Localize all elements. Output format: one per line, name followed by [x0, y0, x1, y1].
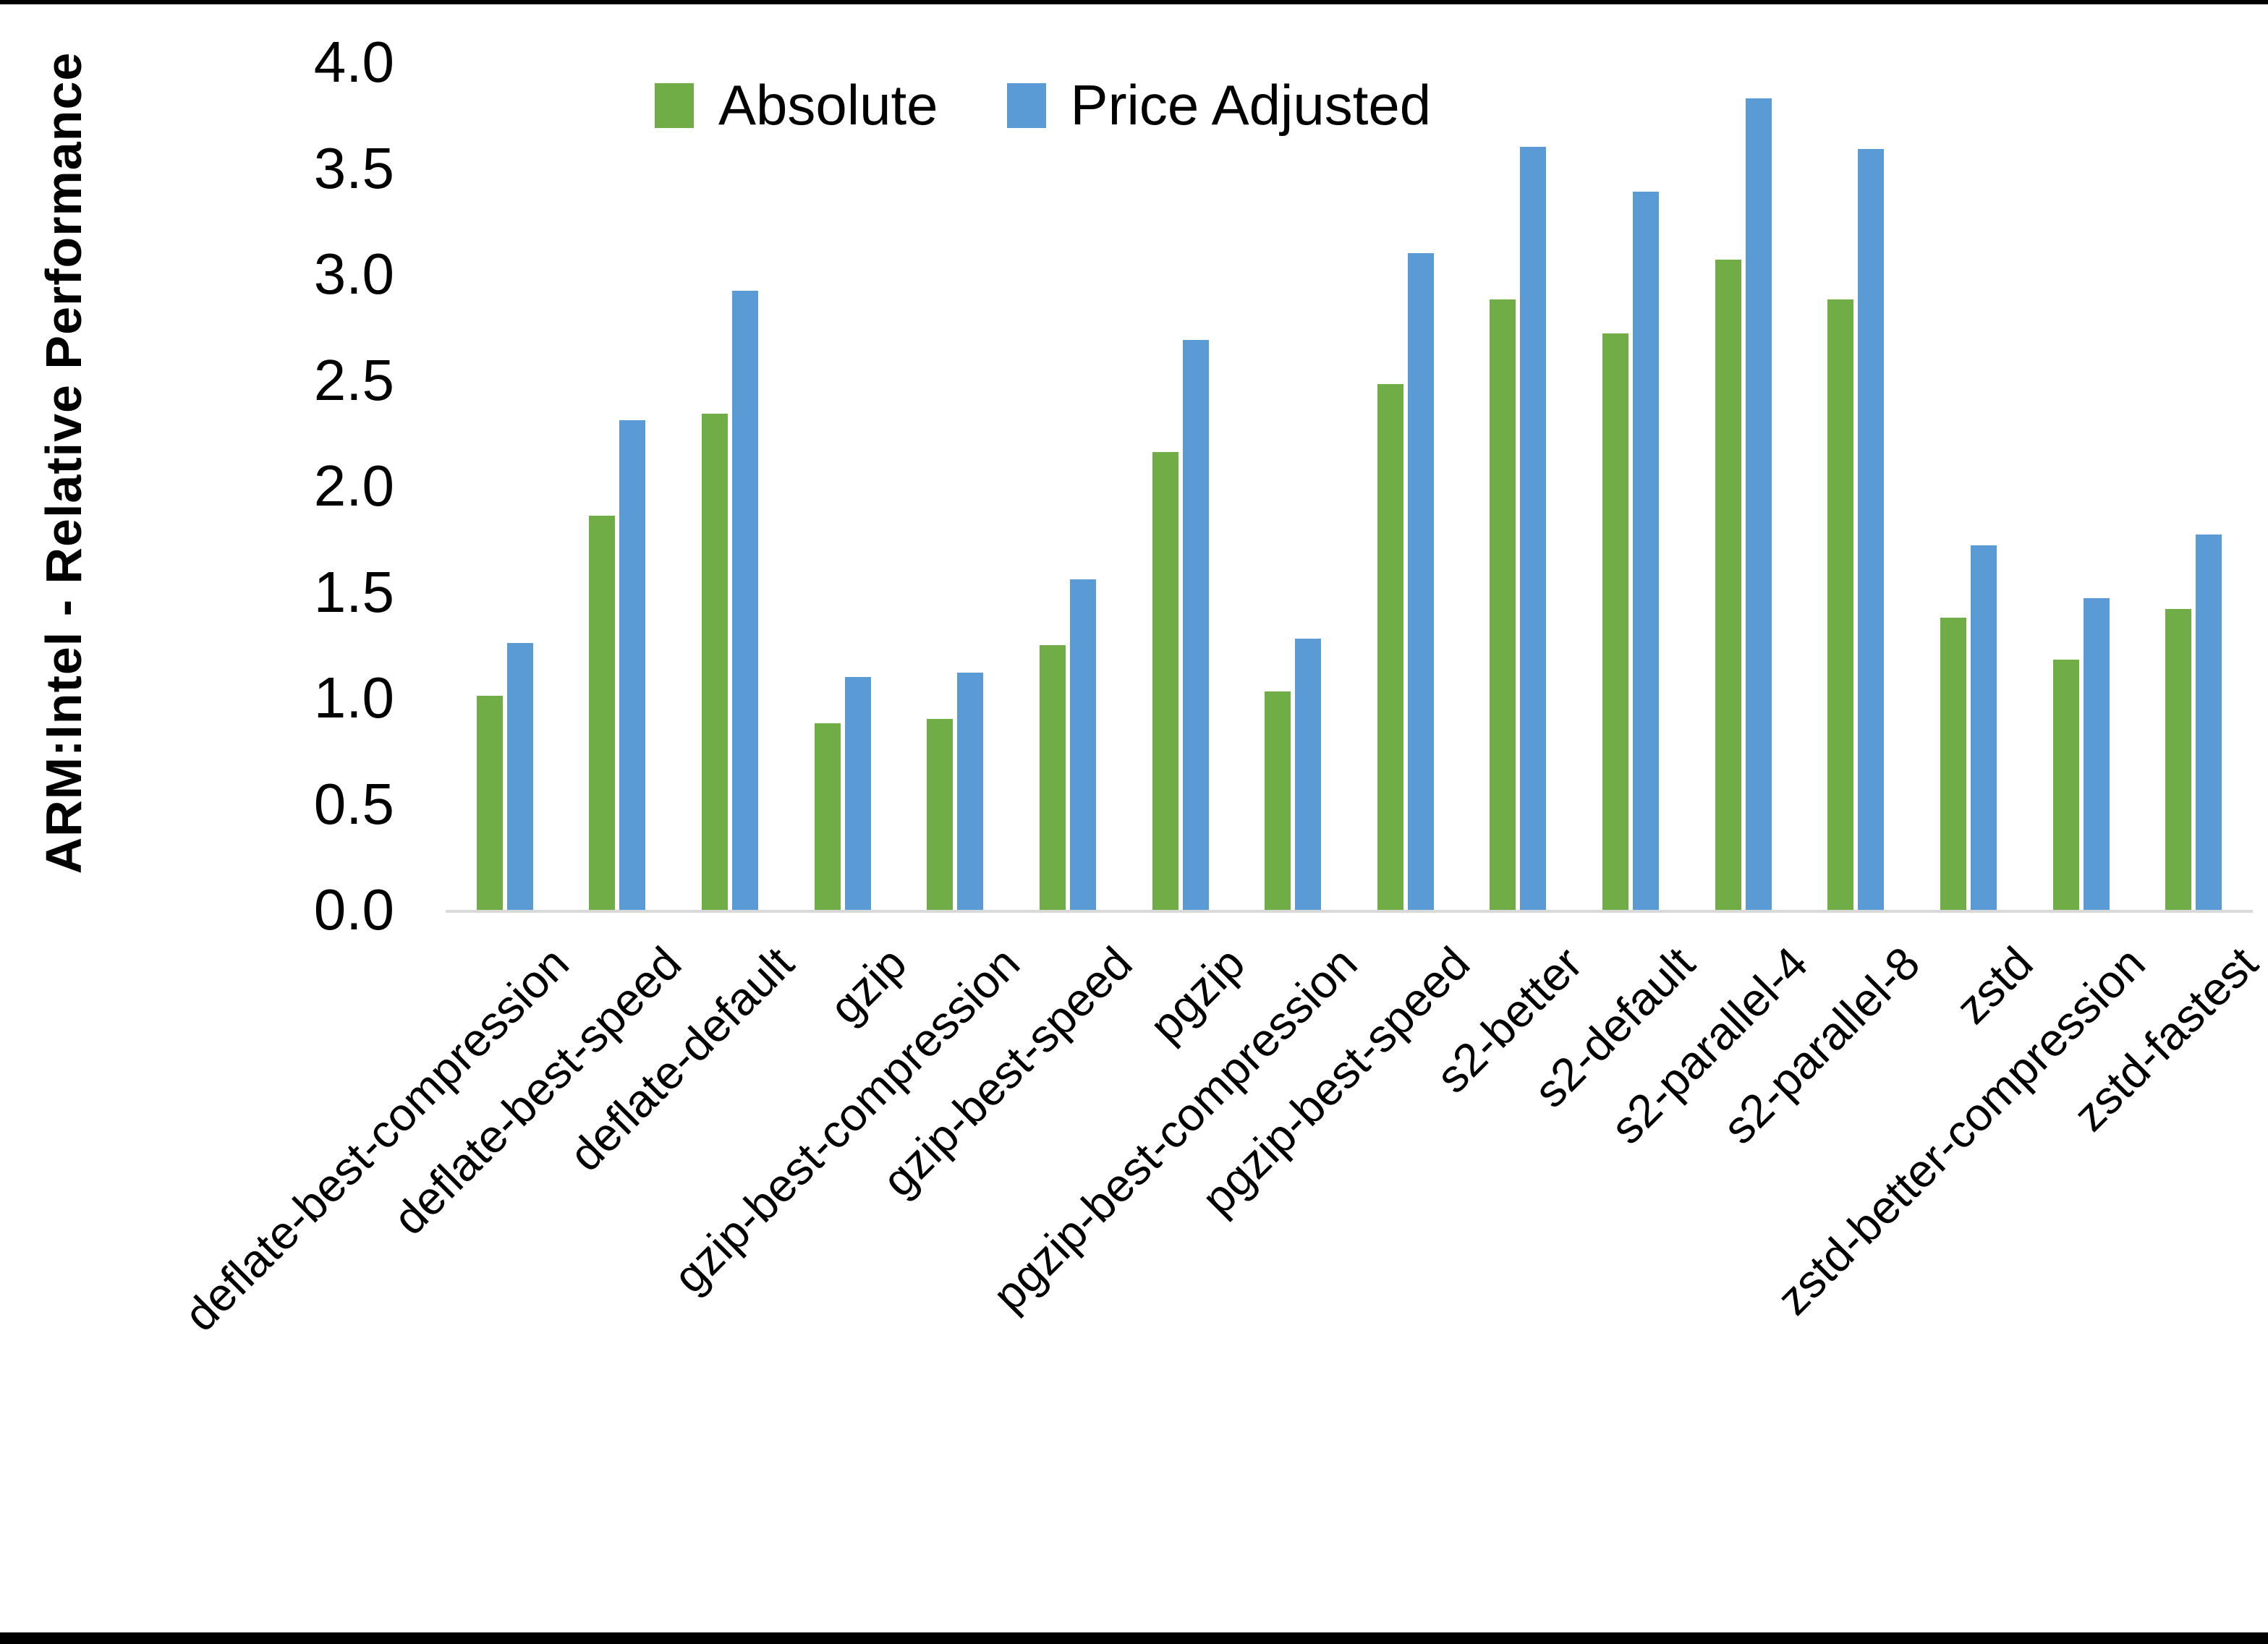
y-axis-tick-label: 2.0: [313, 453, 394, 518]
bar-absolute-s2-parallel-8: [1827, 299, 1854, 910]
bar-price-adjusted-s2-default: [1633, 191, 1660, 910]
bar-price-adjusted-deflate-best-compression: [506, 642, 533, 910]
y-axis-tick-label: 1.5: [313, 559, 394, 624]
bar-group-gzip: [813, 62, 872, 910]
bar-group-pgzip-best-speed: [1376, 62, 1435, 910]
bar-price-adjusted-gzip-best-compression: [957, 672, 984, 910]
legend-label-absolute: Absolute: [718, 73, 938, 137]
bar-group-zstd-fastest: [2164, 62, 2223, 910]
bar-absolute-zstd: [1940, 617, 1966, 910]
y-axis-title: ARM:Intel - Relative Performance: [35, 51, 92, 874]
bar-price-adjusted-pgzip: [1182, 339, 1209, 910]
bar-absolute-gzip-best-compression: [927, 719, 954, 910]
bar-absolute-deflate-best-compression: [476, 696, 503, 910]
bar-price-adjusted-s2-better: [1520, 147, 1547, 910]
y-axis-tick-label: 3.0: [313, 242, 394, 306]
y-axis-tick-label: 0.5: [313, 771, 394, 836]
legend-swatch-absolute: [655, 82, 694, 128]
bar-price-adjusted-s2-parallel-4: [1745, 98, 1772, 910]
bar-price-adjusted-gzip: [844, 676, 871, 910]
bar-group-pgzip: [1151, 62, 1210, 910]
legend: Absolute Price Adjusted: [655, 72, 1431, 138]
bar-absolute-deflate-best-speed: [589, 516, 616, 910]
bar-price-adjusted-pgzip-best-compression: [1295, 638, 1322, 910]
bar-group-s2-default: [1601, 62, 1660, 910]
bar-group-deflate-best-compression: [475, 62, 535, 910]
y-axis-tick-label: 1.0: [313, 665, 394, 730]
bar-price-adjusted-pgzip-best-speed: [1407, 252, 1434, 910]
bar-absolute-pgzip-best-speed: [1377, 384, 1403, 910]
bar-absolute-zstd-fastest: [2165, 608, 2192, 910]
legend-item-absolute: Absolute: [655, 72, 938, 138]
bar-group-s2-parallel-4: [1714, 62, 1773, 910]
bar-group-gzip-best-speed: [1038, 62, 1097, 910]
plot-area: [449, 62, 2250, 910]
bar-group-pgzip-best-compression: [1263, 62, 1322, 910]
y-axis-tick-label: 2.5: [313, 347, 394, 412]
bar-absolute-s2-parallel-4: [1715, 259, 1741, 910]
bar-absolute-s2-better: [1490, 299, 1516, 910]
bar-price-adjusted-deflate-default: [732, 291, 759, 910]
bar-price-adjusted-gzip-best-speed: [1069, 579, 1096, 910]
y-axis-tick-label: 4.0: [313, 30, 394, 94]
bar-absolute-gzip: [814, 723, 841, 910]
bar-price-adjusted-zstd-fastest: [2196, 534, 2222, 910]
bar-absolute-pgzip-best-compression: [1265, 691, 1291, 910]
x-axis-line: [446, 910, 2253, 913]
bar-price-adjusted-s2-parallel-8: [1858, 149, 1885, 910]
bar-group-zstd-better-compression: [2052, 62, 2111, 910]
bar-group-deflate-default: [700, 62, 760, 910]
bar-group-gzip-best-compression: [925, 62, 985, 910]
x-axis-tick-label-zstd: zstd: [1945, 937, 2043, 1034]
bar-group-zstd: [1939, 62, 1998, 910]
legend-label-price-adjusted: Price Adjusted: [1070, 73, 1432, 137]
bar-price-adjusted-zstd-better-compression: [2083, 598, 2110, 910]
bar-absolute-s2-default: [1602, 333, 1629, 910]
bar-absolute-pgzip: [1152, 452, 1178, 910]
x-axis-tick-label-gzip: gzip: [819, 937, 917, 1034]
y-axis-tick-label: 3.5: [313, 135, 394, 200]
bar-group-s2-better: [1488, 62, 1547, 910]
bar-absolute-zstd-better-compression: [2052, 660, 2079, 910]
bar-price-adjusted-deflate-best-speed: [619, 420, 646, 910]
top-border: [0, 0, 2268, 4]
bar-price-adjusted-zstd: [1970, 545, 1997, 910]
legend-item-price-adjusted: Price Adjusted: [1006, 72, 1432, 138]
bottom-border: [0, 1632, 2268, 1644]
bar-group-s2-parallel-8: [1826, 62, 1885, 910]
bar-absolute-deflate-default: [702, 414, 729, 910]
bar-absolute-gzip-best-speed: [1039, 644, 1066, 910]
bar-group-deflate-best-speed: [587, 62, 647, 910]
y-axis-tick-label: 0.0: [313, 877, 394, 942]
legend-swatch-price-adjusted: [1006, 82, 1046, 128]
